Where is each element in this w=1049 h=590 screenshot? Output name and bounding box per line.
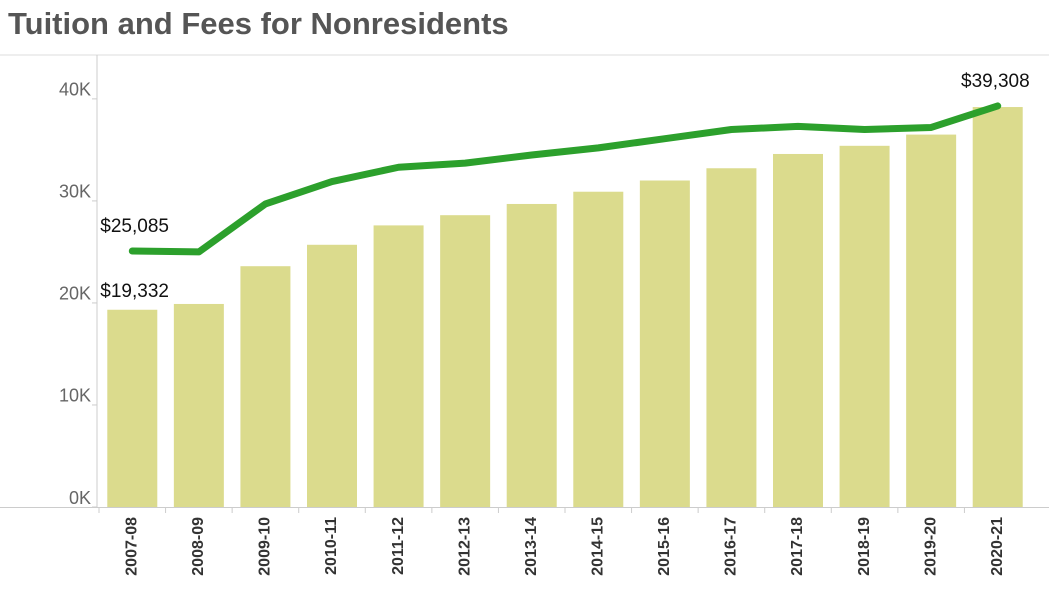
bar [573,191,624,507]
bar [972,107,1023,507]
bar [107,309,158,507]
y-tick-label: 10K [59,386,91,406]
x-tick-label: 2020-21 [989,517,1006,576]
x-tick-label: 2017-18 [789,517,806,576]
x-tick-label: 2019-20 [922,517,939,576]
x-tick-label: 2012-13 [456,517,473,576]
x-tick-label: 2007-08 [124,517,141,576]
x-tick-label: 2010-11 [323,517,340,575]
line-value-label: $25,085 [100,216,169,237]
bar [307,244,357,507]
line-value-label: $39,308 [961,71,1030,92]
x-tick-label: 2011-12 [390,517,407,575]
x-tick-label: 2009-10 [257,517,274,576]
x-tick-label: 2018-19 [856,517,873,576]
x-tick-label: 2016-17 [723,517,740,576]
bar [373,225,424,508]
y-tick-label: 0K [69,488,91,508]
y-tick-label: 20K [59,284,91,304]
bar [839,145,890,508]
bar-value-label: $19,332 [100,281,169,302]
bar [706,168,757,508]
bar [173,303,224,507]
bar [773,153,823,508]
chart-title: Tuition and Fees for Nonresidents [8,6,509,41]
bar [906,134,957,507]
line [128,102,1002,256]
y-tick-label: 40K [59,80,91,100]
bar [240,266,291,507]
bar [506,203,557,508]
bar [639,180,690,507]
y-tick-label: 30K [59,182,91,202]
bar [440,215,491,507]
x-tick-label: 2008-09 [190,517,207,576]
x-tick-label: 2015-16 [656,517,673,576]
x-tick-label: 2014-15 [590,517,607,576]
x-tick-label: 2013-14 [523,517,540,576]
